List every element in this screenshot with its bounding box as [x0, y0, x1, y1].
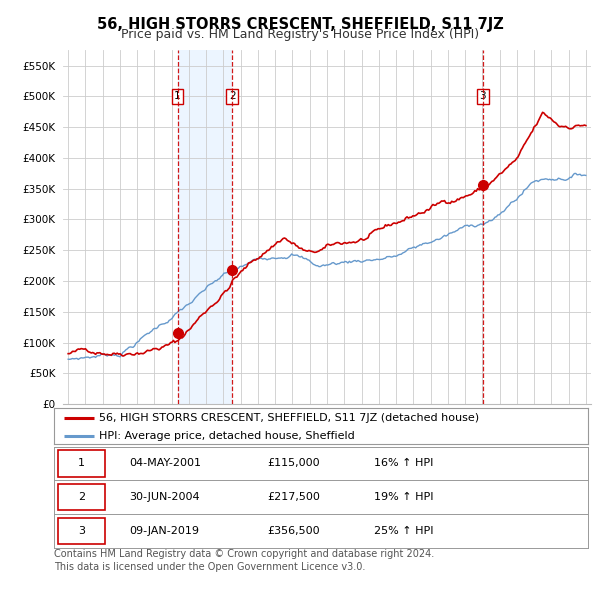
- Text: 1: 1: [174, 91, 181, 101]
- FancyBboxPatch shape: [58, 517, 105, 544]
- Text: 3: 3: [479, 91, 486, 101]
- FancyBboxPatch shape: [58, 484, 105, 510]
- Text: 19% ↑ HPI: 19% ↑ HPI: [374, 492, 434, 502]
- Text: Price paid vs. HM Land Registry's House Price Index (HPI): Price paid vs. HM Land Registry's House …: [121, 28, 479, 41]
- Text: 3: 3: [78, 526, 85, 536]
- Text: 30-JUN-2004: 30-JUN-2004: [129, 492, 199, 502]
- Text: 25% ↑ HPI: 25% ↑ HPI: [374, 526, 434, 536]
- Text: 56, HIGH STORRS CRESCENT, SHEFFIELD, S11 7JZ (detached house): 56, HIGH STORRS CRESCENT, SHEFFIELD, S11…: [100, 413, 479, 423]
- Bar: [178, 50, 232, 404]
- Text: Contains HM Land Registry data © Crown copyright and database right 2024.
This d: Contains HM Land Registry data © Crown c…: [54, 549, 434, 572]
- Text: £356,500: £356,500: [268, 526, 320, 536]
- Text: 56, HIGH STORRS CRESCENT, SHEFFIELD, S11 7JZ: 56, HIGH STORRS CRESCENT, SHEFFIELD, S11…: [97, 17, 503, 31]
- Text: HPI: Average price, detached house, Sheffield: HPI: Average price, detached house, Shef…: [100, 431, 355, 441]
- Text: 1: 1: [78, 458, 85, 468]
- Text: 09-JAN-2019: 09-JAN-2019: [129, 526, 199, 536]
- Text: £217,500: £217,500: [268, 492, 320, 502]
- Text: 2: 2: [78, 492, 85, 502]
- Text: 2: 2: [229, 91, 235, 101]
- FancyBboxPatch shape: [58, 450, 105, 477]
- Text: 04-MAY-2001: 04-MAY-2001: [129, 458, 201, 468]
- Text: 16% ↑ HPI: 16% ↑ HPI: [374, 458, 434, 468]
- Text: £115,000: £115,000: [268, 458, 320, 468]
